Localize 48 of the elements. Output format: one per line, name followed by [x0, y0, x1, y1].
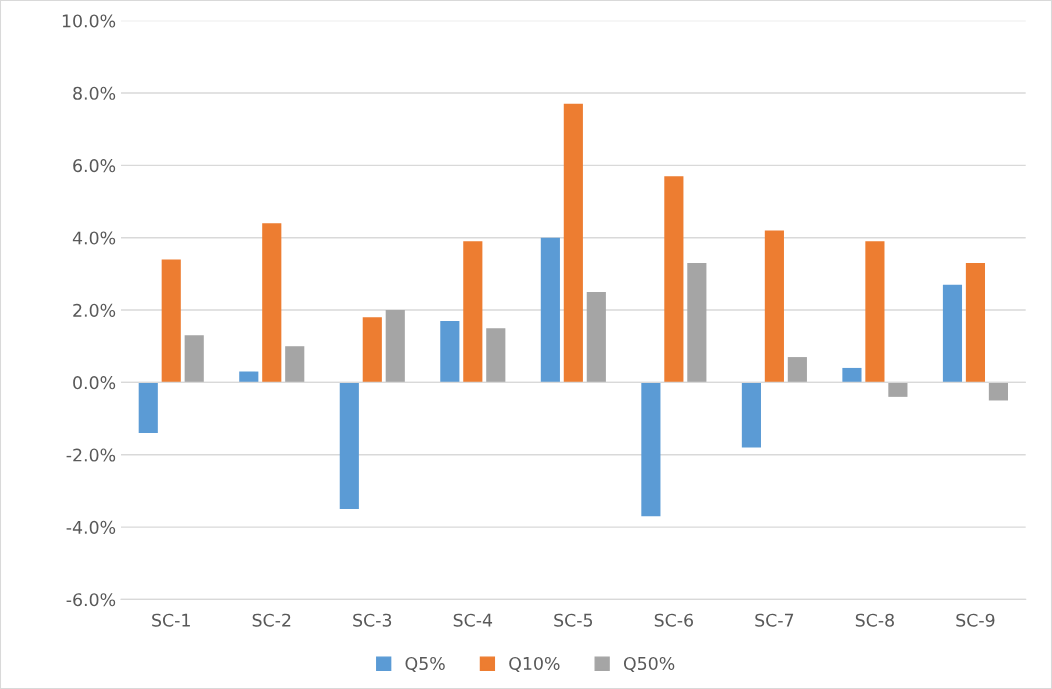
bar: [741, 382, 761, 448]
bar: [440, 320, 460, 383]
legend-label: Q5%: [405, 656, 445, 672]
bar: [586, 291, 606, 383]
y-tick-label: -6.0%: [66, 593, 116, 607]
x-tick-label: SC-6: [654, 613, 693, 627]
y-tick-label: 0.0%: [73, 376, 116, 390]
x-tick-label: SC-3: [353, 613, 392, 627]
bar: [138, 382, 158, 434]
y-tick-label: -2.0%: [66, 448, 116, 462]
x-tick-label: SC-5: [554, 613, 593, 627]
y-tick-label: 6.0%: [73, 159, 116, 173]
bar: [764, 230, 784, 383]
bar: [540, 237, 560, 383]
legend-label: Q10%: [509, 656, 560, 672]
bar: [664, 176, 684, 383]
bar: [687, 263, 707, 383]
bar: [362, 317, 382, 383]
bar: [486, 328, 506, 383]
bar: [942, 284, 963, 383]
x-tick-label: SC-4: [453, 613, 493, 627]
x-tick-label: SC-8: [855, 613, 894, 627]
bar: [463, 241, 483, 383]
y-tick-label: 4.0%: [72, 231, 116, 245]
bar: [285, 346, 305, 383]
bar: [161, 259, 181, 383]
y-tick-label: 10.0%: [62, 14, 116, 28]
x-tick-label: SC-9: [956, 613, 995, 627]
x-tick-label: SC-7: [755, 613, 794, 627]
bar: [184, 335, 204, 383]
bar: [842, 367, 862, 383]
bar: [385, 310, 405, 383]
bar: [239, 371, 259, 383]
bar: [262, 223, 282, 383]
bar: [888, 382, 908, 397]
bar: [988, 382, 1008, 401]
bar: [865, 241, 885, 383]
x-tick-label: SC-2: [252, 613, 291, 627]
legend-label: Q50%: [623, 656, 675, 672]
bar: [965, 263, 986, 383]
bar: [563, 103, 583, 383]
y-tick-label: 2.0%: [73, 303, 116, 317]
bar: [787, 357, 807, 383]
bar: [339, 382, 359, 509]
x-tick-label: SC-1: [152, 613, 190, 627]
y-tick-label: -4.0%: [66, 520, 116, 534]
bar: [641, 382, 661, 517]
y-tick-label: 8.0%: [73, 86, 116, 100]
